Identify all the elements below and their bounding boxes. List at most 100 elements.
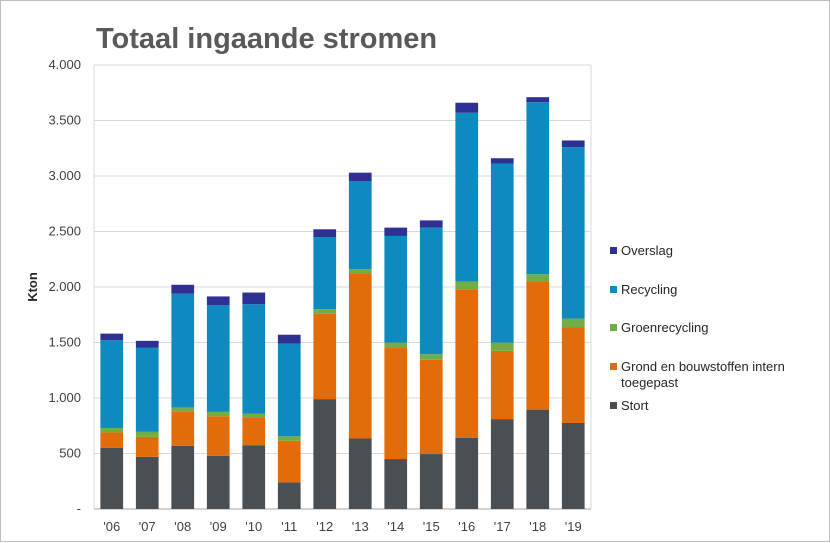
bar-stack: [490, 158, 514, 509]
bar-segment: [206, 411, 230, 417]
bar-stack: [313, 229, 337, 509]
bar-stack: [384, 227, 408, 509]
legend-swatch: [610, 363, 617, 370]
bar-segment: [348, 273, 372, 439]
x-tick-label: '17: [494, 519, 511, 534]
bar-segment: [419, 220, 443, 228]
bar-segment: [490, 342, 514, 351]
bar-segment: [242, 413, 266, 418]
bar-segment: [313, 399, 337, 509]
bar-segment: [526, 409, 550, 509]
chart-title: Totaal ingaande stromen: [96, 23, 437, 55]
legend-label: Groenrecycling: [621, 320, 708, 335]
bar-stack: [171, 284, 195, 509]
bar-segment: [277, 436, 301, 441]
y-axis-label: Kton: [25, 272, 40, 302]
x-tick-label: '06: [103, 519, 120, 534]
x-tick-label: '14: [387, 519, 404, 534]
bar-segment: [242, 304, 266, 414]
bar-segment: [313, 313, 337, 400]
x-tick-label: '12: [316, 519, 333, 534]
bar-segment: [135, 340, 159, 348]
bar-segment: [242, 417, 266, 446]
bar-segment: [561, 327, 585, 423]
bar-segment: [171, 293, 195, 408]
bar-segment: [419, 354, 443, 360]
bar-segment: [561, 318, 585, 328]
bar-segment: [206, 305, 230, 412]
bar-segment: [526, 97, 550, 103]
bar-segment: [206, 455, 230, 509]
y-tick-label: 500: [59, 446, 81, 461]
bar-segment: [100, 432, 124, 448]
legend-label: Overslag: [621, 243, 673, 258]
bar-segment: [526, 274, 550, 282]
legend-label: Recycling: [621, 282, 677, 297]
y-tick-label: -: [77, 501, 81, 516]
bar-segment: [242, 292, 266, 305]
bar-segment: [277, 334, 301, 344]
bar-segment: [135, 431, 159, 437]
bar-stack: [348, 172, 372, 509]
legend-label: toegepast: [621, 375, 678, 390]
bar-segment: [242, 445, 266, 509]
legend: Overslag Recycling Groenrecycling Grond en …: [610, 243, 785, 413]
y-tick-label: 2.500: [48, 224, 81, 239]
y-tick-label: 3.500: [48, 113, 81, 128]
bar-segment: [490, 419, 514, 509]
bar-segment: [490, 163, 514, 343]
bar-segment: [348, 180, 372, 270]
legend-swatch: [610, 402, 617, 409]
x-axis-ticks: '06 '07 '08 '09 '10 '11 '12 '13 '14 '15 '16 '17 '18 '…: [103, 519, 581, 534]
bar-segment: [419, 227, 443, 355]
bar-segment: [206, 416, 230, 456]
bar-segment: [100, 340, 124, 428]
bar-stack: [526, 97, 550, 509]
bar-segment: [171, 407, 195, 412]
bar-stack: [206, 296, 230, 509]
bar-segment: [419, 454, 443, 509]
x-tick-label: '09: [210, 519, 227, 534]
legend-item: Recycling: [610, 282, 677, 297]
bar-segment: [526, 281, 550, 410]
bar-segment: [384, 235, 408, 343]
y-tick-label: 1.000: [48, 390, 81, 405]
x-tick-label: '18: [529, 519, 546, 534]
legend-swatch: [610, 286, 617, 293]
y-tick-label: 2.000: [48, 279, 81, 294]
bar-segment: [277, 482, 301, 509]
y-axis-ticks: - 500 1.000 1.500 2.000 2.500 3.000 3.500 4.000: [48, 57, 81, 516]
bar-segment: [384, 342, 408, 349]
x-tick-label: '16: [458, 519, 475, 534]
legend-label: Grond en bouwstoffen intern: [621, 359, 785, 374]
y-tick-label: 4.000: [48, 57, 81, 72]
bar-segment: [561, 422, 585, 509]
bar-stack: [561, 140, 585, 509]
bar-segment: [277, 343, 301, 437]
x-tick-label: '10: [245, 519, 262, 534]
gridlines: [93, 64, 592, 510]
bar-segment: [455, 281, 479, 290]
bars: [100, 97, 585, 509]
bar-stack: [242, 292, 266, 509]
legend-swatch: [610, 247, 617, 254]
bar-segment: [455, 437, 479, 509]
bar-stack: [100, 333, 124, 509]
x-tick-label: '19: [565, 519, 582, 534]
bar-segment: [561, 147, 585, 319]
legend-item: Overslag: [610, 243, 673, 258]
x-tick-label: '11: [281, 519, 297, 534]
bar-segment: [384, 459, 408, 509]
bar-stack: [135, 340, 159, 509]
bar-segment: [277, 440, 301, 483]
bar-segment: [526, 102, 550, 275]
legend-item: Stort: [610, 398, 649, 413]
bar-stack: [277, 334, 301, 509]
bar-segment: [135, 436, 159, 457]
bar-segment: [100, 447, 124, 509]
bar-segment: [384, 227, 408, 236]
x-tick-label: '07: [139, 519, 156, 534]
x-tick-label: '08: [174, 519, 191, 534]
bar-segment: [313, 237, 337, 310]
